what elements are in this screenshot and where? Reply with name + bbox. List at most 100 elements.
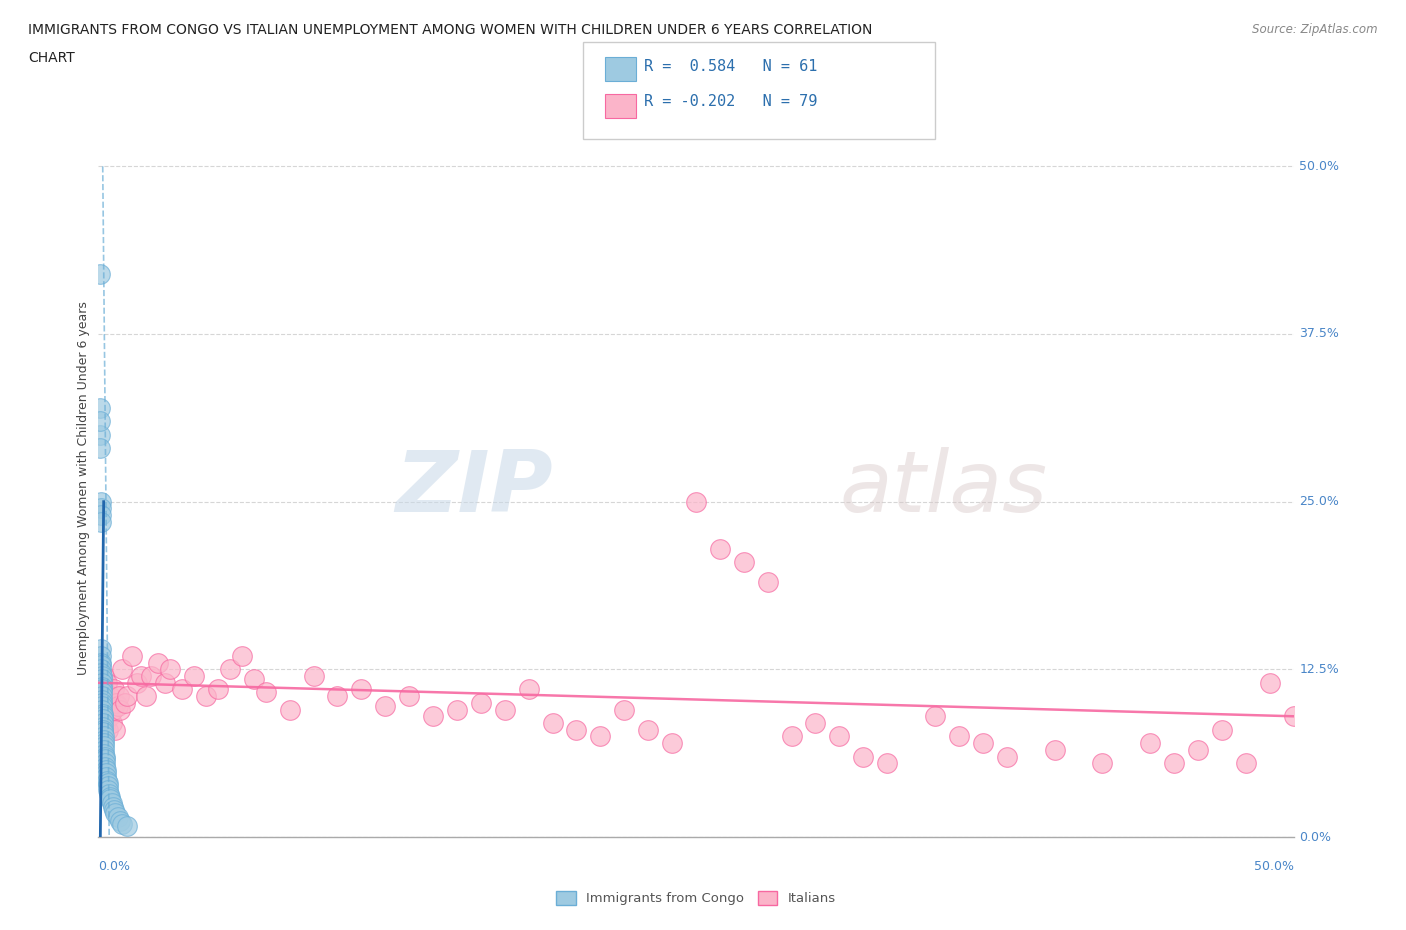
Point bbox=[709, 541, 731, 556]
Point bbox=[155, 675, 177, 690]
Point bbox=[90, 669, 112, 684]
Point bbox=[93, 742, 115, 757]
Point bbox=[97, 783, 120, 798]
Point bbox=[91, 689, 114, 704]
Text: 0.0%: 0.0% bbox=[98, 859, 131, 872]
Point bbox=[103, 803, 125, 817]
Point bbox=[139, 669, 162, 684]
Point bbox=[852, 749, 875, 764]
Point bbox=[446, 702, 468, 717]
Point bbox=[90, 648, 112, 663]
Point bbox=[105, 696, 128, 711]
Point bbox=[90, 501, 112, 516]
Point bbox=[90, 679, 112, 694]
Point bbox=[780, 729, 803, 744]
Point bbox=[89, 400, 111, 415]
Point bbox=[111, 817, 134, 831]
Point bbox=[733, 554, 755, 569]
Point bbox=[565, 723, 588, 737]
Point bbox=[135, 689, 157, 704]
Point bbox=[98, 709, 122, 724]
Point bbox=[183, 669, 205, 684]
Point bbox=[115, 689, 138, 704]
Point bbox=[1091, 756, 1114, 771]
Point bbox=[108, 702, 131, 717]
Point bbox=[91, 696, 114, 711]
Point bbox=[100, 715, 122, 730]
Point bbox=[91, 693, 114, 708]
Point bbox=[302, 669, 325, 684]
Point bbox=[91, 715, 114, 730]
Point bbox=[90, 675, 112, 690]
Point bbox=[422, 709, 444, 724]
Point bbox=[93, 747, 115, 762]
Point bbox=[194, 689, 217, 704]
Point bbox=[756, 575, 779, 590]
Text: 0.0%: 0.0% bbox=[1299, 830, 1331, 844]
Text: CHART: CHART bbox=[28, 51, 75, 65]
Text: Source: ZipAtlas.com: Source: ZipAtlas.com bbox=[1253, 23, 1378, 36]
Point bbox=[98, 706, 121, 721]
Point bbox=[94, 765, 117, 780]
Point bbox=[254, 684, 277, 699]
Point bbox=[1139, 736, 1161, 751]
Point bbox=[107, 809, 129, 824]
Point bbox=[108, 814, 131, 829]
Point bbox=[91, 720, 114, 735]
Point bbox=[89, 266, 111, 281]
Point bbox=[541, 715, 564, 730]
Point bbox=[107, 698, 129, 713]
Point bbox=[94, 756, 117, 771]
Point bbox=[91, 684, 114, 699]
Point bbox=[93, 669, 115, 684]
Point bbox=[97, 693, 120, 708]
Point bbox=[90, 655, 112, 670]
Point bbox=[96, 675, 118, 690]
Legend: Immigrants from Congo, Italians: Immigrants from Congo, Italians bbox=[551, 886, 841, 910]
Point bbox=[90, 494, 112, 509]
Point bbox=[90, 642, 112, 657]
Point bbox=[90, 666, 112, 681]
Point bbox=[97, 778, 120, 793]
Point bbox=[148, 655, 170, 670]
Point bbox=[89, 414, 111, 429]
Point bbox=[93, 723, 115, 737]
Point bbox=[91, 709, 114, 724]
Point bbox=[159, 662, 181, 677]
Text: ZIP: ZIP bbox=[395, 446, 553, 530]
Point bbox=[96, 773, 118, 788]
Point bbox=[93, 749, 115, 764]
Point bbox=[115, 818, 138, 833]
Point bbox=[93, 729, 115, 744]
Point bbox=[91, 702, 114, 717]
Point bbox=[104, 805, 127, 820]
Point bbox=[278, 702, 301, 717]
Point bbox=[100, 796, 122, 811]
Point bbox=[1043, 742, 1066, 757]
Point bbox=[1187, 742, 1209, 757]
Text: atlas: atlas bbox=[839, 446, 1047, 530]
Point bbox=[517, 682, 540, 697]
Point bbox=[972, 736, 994, 751]
Point bbox=[1163, 756, 1185, 771]
Point bbox=[804, 715, 827, 730]
Point bbox=[96, 776, 118, 790]
Point bbox=[685, 494, 707, 509]
Point bbox=[93, 733, 115, 748]
Point bbox=[589, 729, 612, 744]
Point bbox=[90, 662, 112, 677]
Point bbox=[94, 696, 117, 711]
Point bbox=[101, 800, 124, 815]
Point bbox=[828, 729, 851, 744]
Point bbox=[93, 738, 115, 753]
Point bbox=[93, 725, 115, 740]
Point bbox=[1234, 756, 1257, 771]
Point bbox=[924, 709, 946, 724]
Text: R =  0.584   N = 61: R = 0.584 N = 61 bbox=[644, 59, 817, 73]
Point bbox=[207, 682, 229, 697]
Point bbox=[661, 736, 683, 751]
Point bbox=[350, 682, 373, 697]
Point bbox=[91, 682, 114, 697]
Point bbox=[242, 671, 264, 686]
Point bbox=[494, 702, 516, 717]
